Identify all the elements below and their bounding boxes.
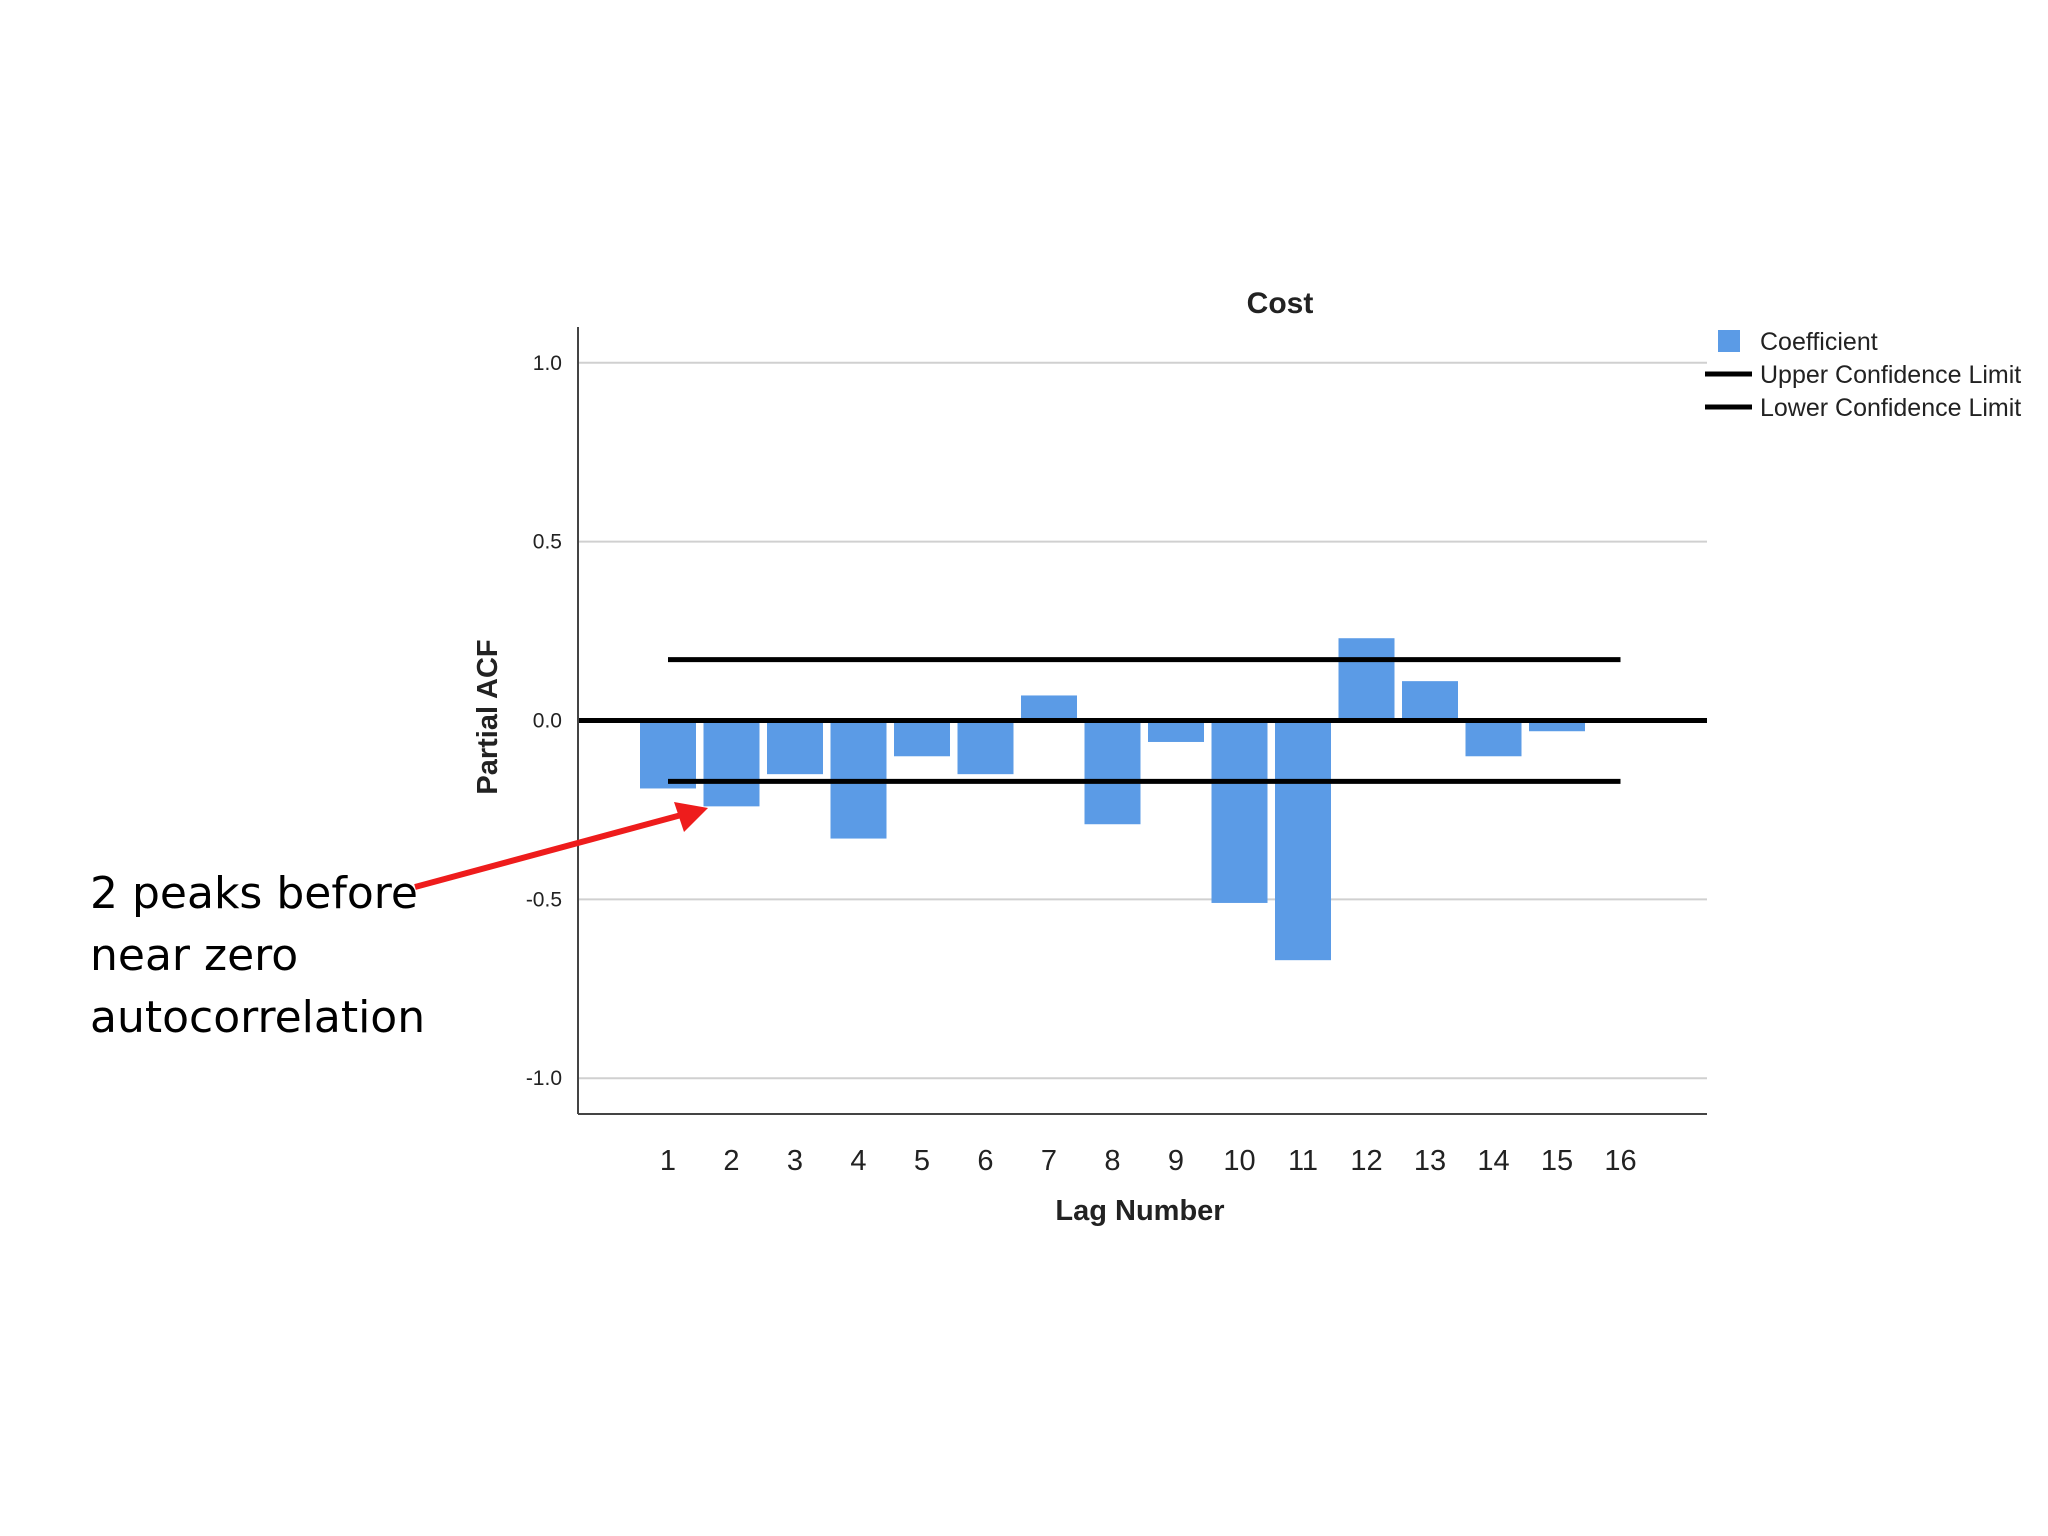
y-tick-label: -0.5 (526, 888, 562, 911)
bar-lag-1 (640, 720, 696, 789)
x-tick-label: 12 (1350, 1145, 1382, 1177)
annotation-line-1: 2 peaks before (90, 868, 418, 919)
confidence-limits (578, 657, 1707, 784)
legend: Coefficient Upper Confidence Limit Lower… (1705, 328, 2021, 422)
bar-lag-2 (703, 720, 760, 807)
annotation: 2 peaks before near zero autocorrelation (90, 802, 708, 1043)
x-tick-label: 6 (977, 1145, 993, 1177)
x-tick-label: 3 (787, 1145, 803, 1177)
axes (577, 327, 1707, 1115)
annotation-line-3: autocorrelation (90, 992, 425, 1043)
x-tick-label: 8 (1104, 1145, 1120, 1177)
y-tick-label: 1.0 (533, 352, 562, 375)
legend-swatch-coefficient (1718, 330, 1740, 352)
x-tick-label: 14 (1477, 1145, 1509, 1177)
bars (640, 638, 1585, 961)
grid-lines (578, 361, 1707, 1080)
y-tick-label: 0.0 (533, 710, 562, 733)
bar-lag-6 (957, 720, 1014, 775)
x-tick-label: 5 (914, 1145, 930, 1177)
x-tick-label: 16 (1604, 1145, 1636, 1177)
x-tick-label: 10 (1223, 1145, 1255, 1177)
bar-lag-9 (1148, 720, 1204, 742)
x-tick-label: 13 (1414, 1145, 1446, 1177)
bar-lag-14 (1465, 720, 1522, 757)
annotation-arrow-shaft (414, 811, 686, 890)
bar-lag-3 (767, 720, 823, 775)
bar-lag-15 (1529, 720, 1585, 732)
x-tick-label: 11 (1288, 1145, 1318, 1177)
x-tick-label: 2 (723, 1145, 739, 1177)
bar-lag-7 (1021, 695, 1077, 721)
legend-label-coefficient: Coefficient (1760, 328, 1878, 356)
annotation-line-2: near zero (90, 930, 298, 981)
annotation-arrow-head (674, 802, 708, 832)
x-tick-label: 1 (660, 1145, 676, 1177)
bar-lag-10 (1211, 720, 1268, 903)
y-tick-labels: 1.0 0.5 0.0 -0.5 -1.0 (526, 352, 562, 1090)
y-tick-label: -1.0 (526, 1067, 562, 1090)
x-tick-label: 15 (1541, 1145, 1573, 1177)
x-tick-labels: 1 2 3 4 5 6 7 8 9 10 11 12 13 14 15 16 (660, 1145, 1637, 1177)
x-tick-label: 4 (850, 1145, 866, 1177)
x-axis-label: Lag Number (1055, 1195, 1224, 1227)
y-axis-label: Partial ACF (472, 639, 504, 794)
bar-lag-8 (1084, 720, 1141, 825)
legend-label-lower: Lower Confidence Limit (1760, 394, 2021, 422)
bar-lag-5 (894, 720, 950, 757)
x-tick-label: 9 (1168, 1145, 1184, 1177)
bar-lag-13 (1402, 681, 1458, 721)
bar-lag-11 (1275, 720, 1331, 961)
legend-label-upper: Upper Confidence Limit (1760, 361, 2021, 389)
x-tick-label: 7 (1041, 1145, 1057, 1177)
chart-title: Cost (1247, 287, 1314, 320)
bar-lag-12 (1338, 638, 1395, 721)
y-tick-label: 0.5 (533, 531, 562, 554)
